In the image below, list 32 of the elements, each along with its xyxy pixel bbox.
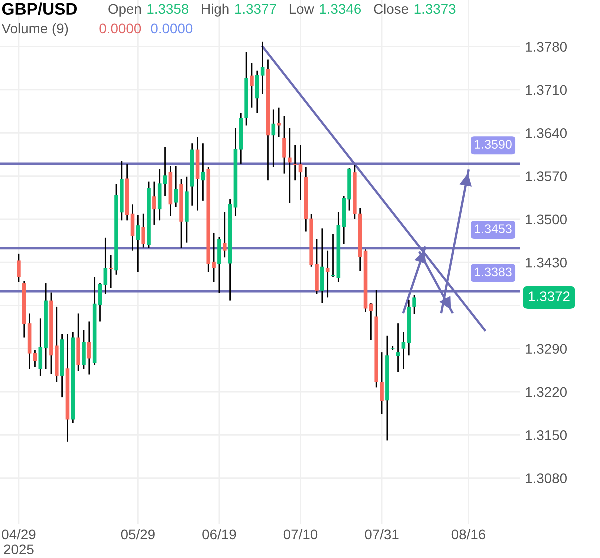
x-tick-label: 07/31 [365, 529, 399, 540]
text: 1.3372 [529, 292, 570, 302]
annotation: 1.3358 [148, 4, 189, 14]
y-tick-label: 1.3290 [526, 344, 567, 354]
ref-line-label: 1.3590 [475, 140, 512, 149]
ref-line-label: 1.3453 [475, 224, 512, 234]
y-tick-label: 1.3150 [526, 430, 567, 440]
chart-title: GBP/USD [2, 2, 78, 16]
y-tick-label: 1.3640 [526, 128, 567, 138]
x-tick-label: 06/19 [202, 529, 236, 540]
y-tick-label: 1.3780 [526, 42, 567, 52]
annotation: Open [108, 4, 142, 17]
annotation: Low [290, 4, 314, 14]
y-tick-label: 1.3430 [526, 258, 567, 268]
x-tick-label: 05/29 [121, 529, 155, 540]
x-tick-label: 04/29 2025 [2, 529, 36, 555]
y-tick-label: 1.3570 [526, 172, 567, 182]
x-tick-label: 08/16 [452, 529, 486, 540]
annotation: 0.0000 [100, 24, 142, 34]
annotation: 1.3373 [414, 4, 456, 14]
annotation: 1.3346 [320, 4, 362, 14]
annotation: Close [374, 4, 408, 14]
annotation: 1.3377 [236, 4, 276, 14]
annotation: Volume (9) [2, 23, 68, 36]
y-tick-label: 1.3220 [526, 387, 567, 398]
x-tick-label: 07/10 [284, 529, 318, 540]
ref-line-label: 1.3383 [475, 268, 512, 277]
annotation: High [202, 4, 229, 17]
y-tick-label: 1.3080 [526, 474, 567, 484]
y-tick-label: 1.3500 [526, 214, 567, 225]
annotation: 0.0000 [151, 24, 193, 34]
y-tick-label: 1.3710 [526, 85, 567, 96]
